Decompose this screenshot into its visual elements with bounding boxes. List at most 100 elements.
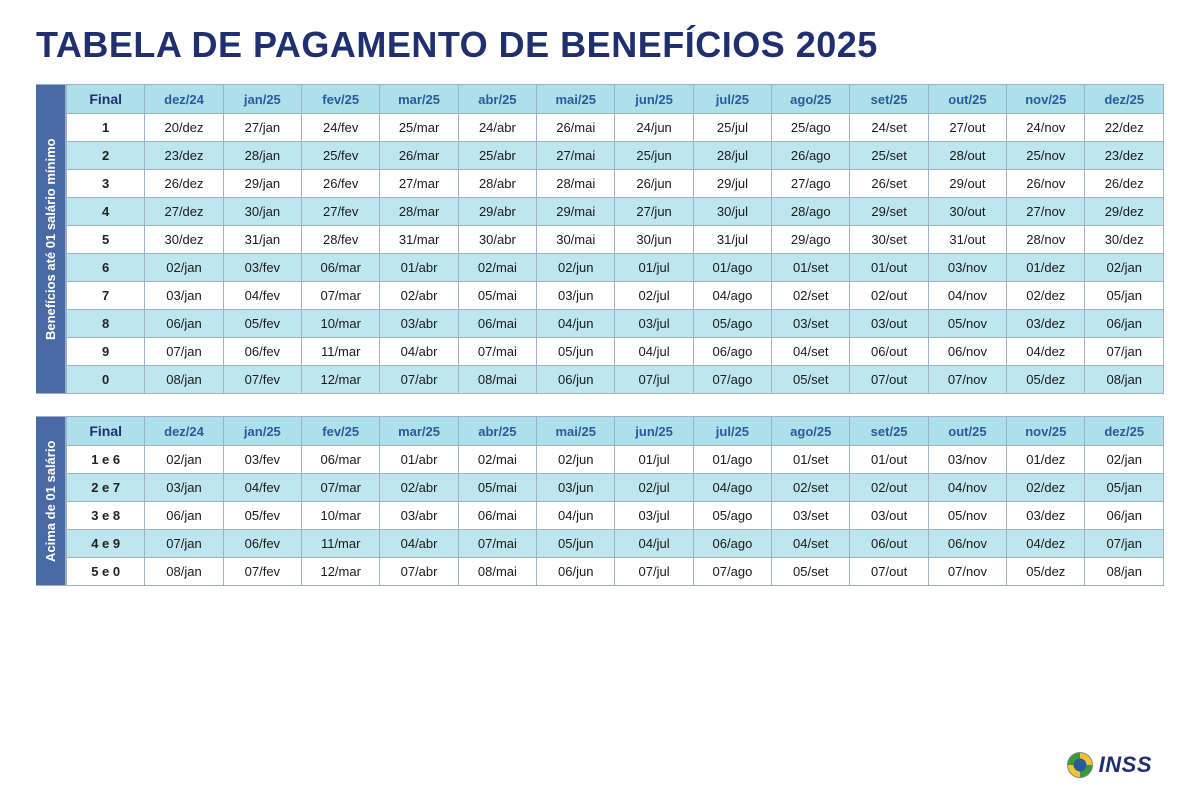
col-month: out/25 <box>928 85 1006 114</box>
cell: 03/dez <box>1007 502 1085 530</box>
col-month: abr/25 <box>458 85 536 114</box>
cell: 03/out <box>850 310 928 338</box>
cell: 06/out <box>850 530 928 558</box>
cell: 20/dez <box>145 114 223 142</box>
cell: 03/abr <box>380 310 458 338</box>
cell: 02/mai <box>458 254 536 282</box>
inss-logo-text: INSS <box>1099 752 1152 778</box>
cell: 05/nov <box>928 310 1006 338</box>
cell: 27/mar <box>380 170 458 198</box>
cell: 02/set <box>772 282 850 310</box>
col-month: dez/24 <box>145 85 223 114</box>
cell: 26/ago <box>772 142 850 170</box>
col-month: mar/25 <box>380 417 458 446</box>
cell: 05/dez <box>1007 366 1085 394</box>
table-row: 008/jan07/fev12/mar07/abr08/mai06/jun07/… <box>67 366 1164 394</box>
cell: 25/jul <box>693 114 771 142</box>
table-row: 223/dez28/jan25/fev26/mar25/abr27/mai25/… <box>67 142 1164 170</box>
cell: 25/jun <box>615 142 693 170</box>
cell: 04/dez <box>1007 530 1085 558</box>
cell: 30/abr <box>458 226 536 254</box>
cell: 01/out <box>850 254 928 282</box>
cell: 03/jan <box>145 282 223 310</box>
cell: 08/jan <box>1085 366 1164 394</box>
col-final: Final <box>67 85 145 114</box>
row-label: 5 e 0 <box>67 558 145 586</box>
cell: 05/ago <box>693 310 771 338</box>
row-label: 9 <box>67 338 145 366</box>
cell: 05/jun <box>537 530 615 558</box>
cell: 30/dez <box>145 226 223 254</box>
col-month: dez/25 <box>1085 85 1164 114</box>
cell: 30/set <box>850 226 928 254</box>
cell: 12/mar <box>302 558 380 586</box>
cell: 01/abr <box>380 446 458 474</box>
cell: 02/dez <box>1007 474 1085 502</box>
col-month: mai/25 <box>537 85 615 114</box>
cell: 04/fev <box>223 282 301 310</box>
cell: 23/dez <box>145 142 223 170</box>
cell: 08/mai <box>458 366 536 394</box>
cell: 27/fev <box>302 198 380 226</box>
col-month: dez/24 <box>145 417 223 446</box>
row-label: 2 <box>67 142 145 170</box>
cell: 26/fev <box>302 170 380 198</box>
cell: 29/out <box>928 170 1006 198</box>
cell: 08/jan <box>1085 558 1164 586</box>
cell: 31/jul <box>693 226 771 254</box>
cell: 28/mai <box>537 170 615 198</box>
row-label: 0 <box>67 366 145 394</box>
table-row: 326/dez29/jan26/fev27/mar28/abr28/mai26/… <box>67 170 1164 198</box>
cell: 28/ago <box>772 198 850 226</box>
table-row: 602/jan03/fev06/mar01/abr02/mai02/jun01/… <box>67 254 1164 282</box>
cell: 07/abr <box>380 366 458 394</box>
cell: 02/out <box>850 474 928 502</box>
cell: 04/jun <box>537 310 615 338</box>
col-month: jun/25 <box>615 417 693 446</box>
col-month: jul/25 <box>693 85 771 114</box>
col-month: set/25 <box>850 417 928 446</box>
cell: 30/jun <box>615 226 693 254</box>
cell: 10/mar <box>302 502 380 530</box>
row-label: 8 <box>67 310 145 338</box>
cell: 03/jun <box>537 282 615 310</box>
cell: 06/jan <box>145 502 223 530</box>
cell: 04/abr <box>380 530 458 558</box>
col-final: Final <box>67 417 145 446</box>
cell: 04/jun <box>537 502 615 530</box>
cell: 01/jul <box>615 254 693 282</box>
cell: 12/mar <box>302 366 380 394</box>
cell: 26/nov <box>1007 170 1085 198</box>
cell: 07/nov <box>928 366 1006 394</box>
col-month: jun/25 <box>615 85 693 114</box>
col-month: abr/25 <box>458 417 536 446</box>
cell: 06/fev <box>223 338 301 366</box>
cell: 28/mar <box>380 198 458 226</box>
cell: 02/abr <box>380 282 458 310</box>
cell: 26/jun <box>615 170 693 198</box>
cell: 05/mai <box>458 282 536 310</box>
cell: 01/dez <box>1007 254 1085 282</box>
col-month: dez/25 <box>1085 417 1164 446</box>
cell: 04/dez <box>1007 338 1085 366</box>
cell: 06/ago <box>693 530 771 558</box>
cell: 30/jan <box>223 198 301 226</box>
cell: 05/jun <box>537 338 615 366</box>
cell: 07/mai <box>458 530 536 558</box>
table2-wrap: Acima de 01 salário Final dez/24 jan/25 … <box>36 416 1164 586</box>
col-month: jan/25 <box>223 85 301 114</box>
cell: 03/jun <box>537 474 615 502</box>
table-row: 907/jan06/fev11/mar04/abr07/mai05/jun04/… <box>67 338 1164 366</box>
col-month: ago/25 <box>772 85 850 114</box>
cell: 06/nov <box>928 530 1006 558</box>
col-month: jul/25 <box>693 417 771 446</box>
cell: 05/set <box>772 558 850 586</box>
row-label: 1 e 6 <box>67 446 145 474</box>
row-label: 7 <box>67 282 145 310</box>
cell: 01/ago <box>693 254 771 282</box>
row-label: 4 e 9 <box>67 530 145 558</box>
cell: 27/out <box>928 114 1006 142</box>
cell: 26/dez <box>145 170 223 198</box>
cell: 24/abr <box>458 114 536 142</box>
cell: 01/dez <box>1007 446 1085 474</box>
